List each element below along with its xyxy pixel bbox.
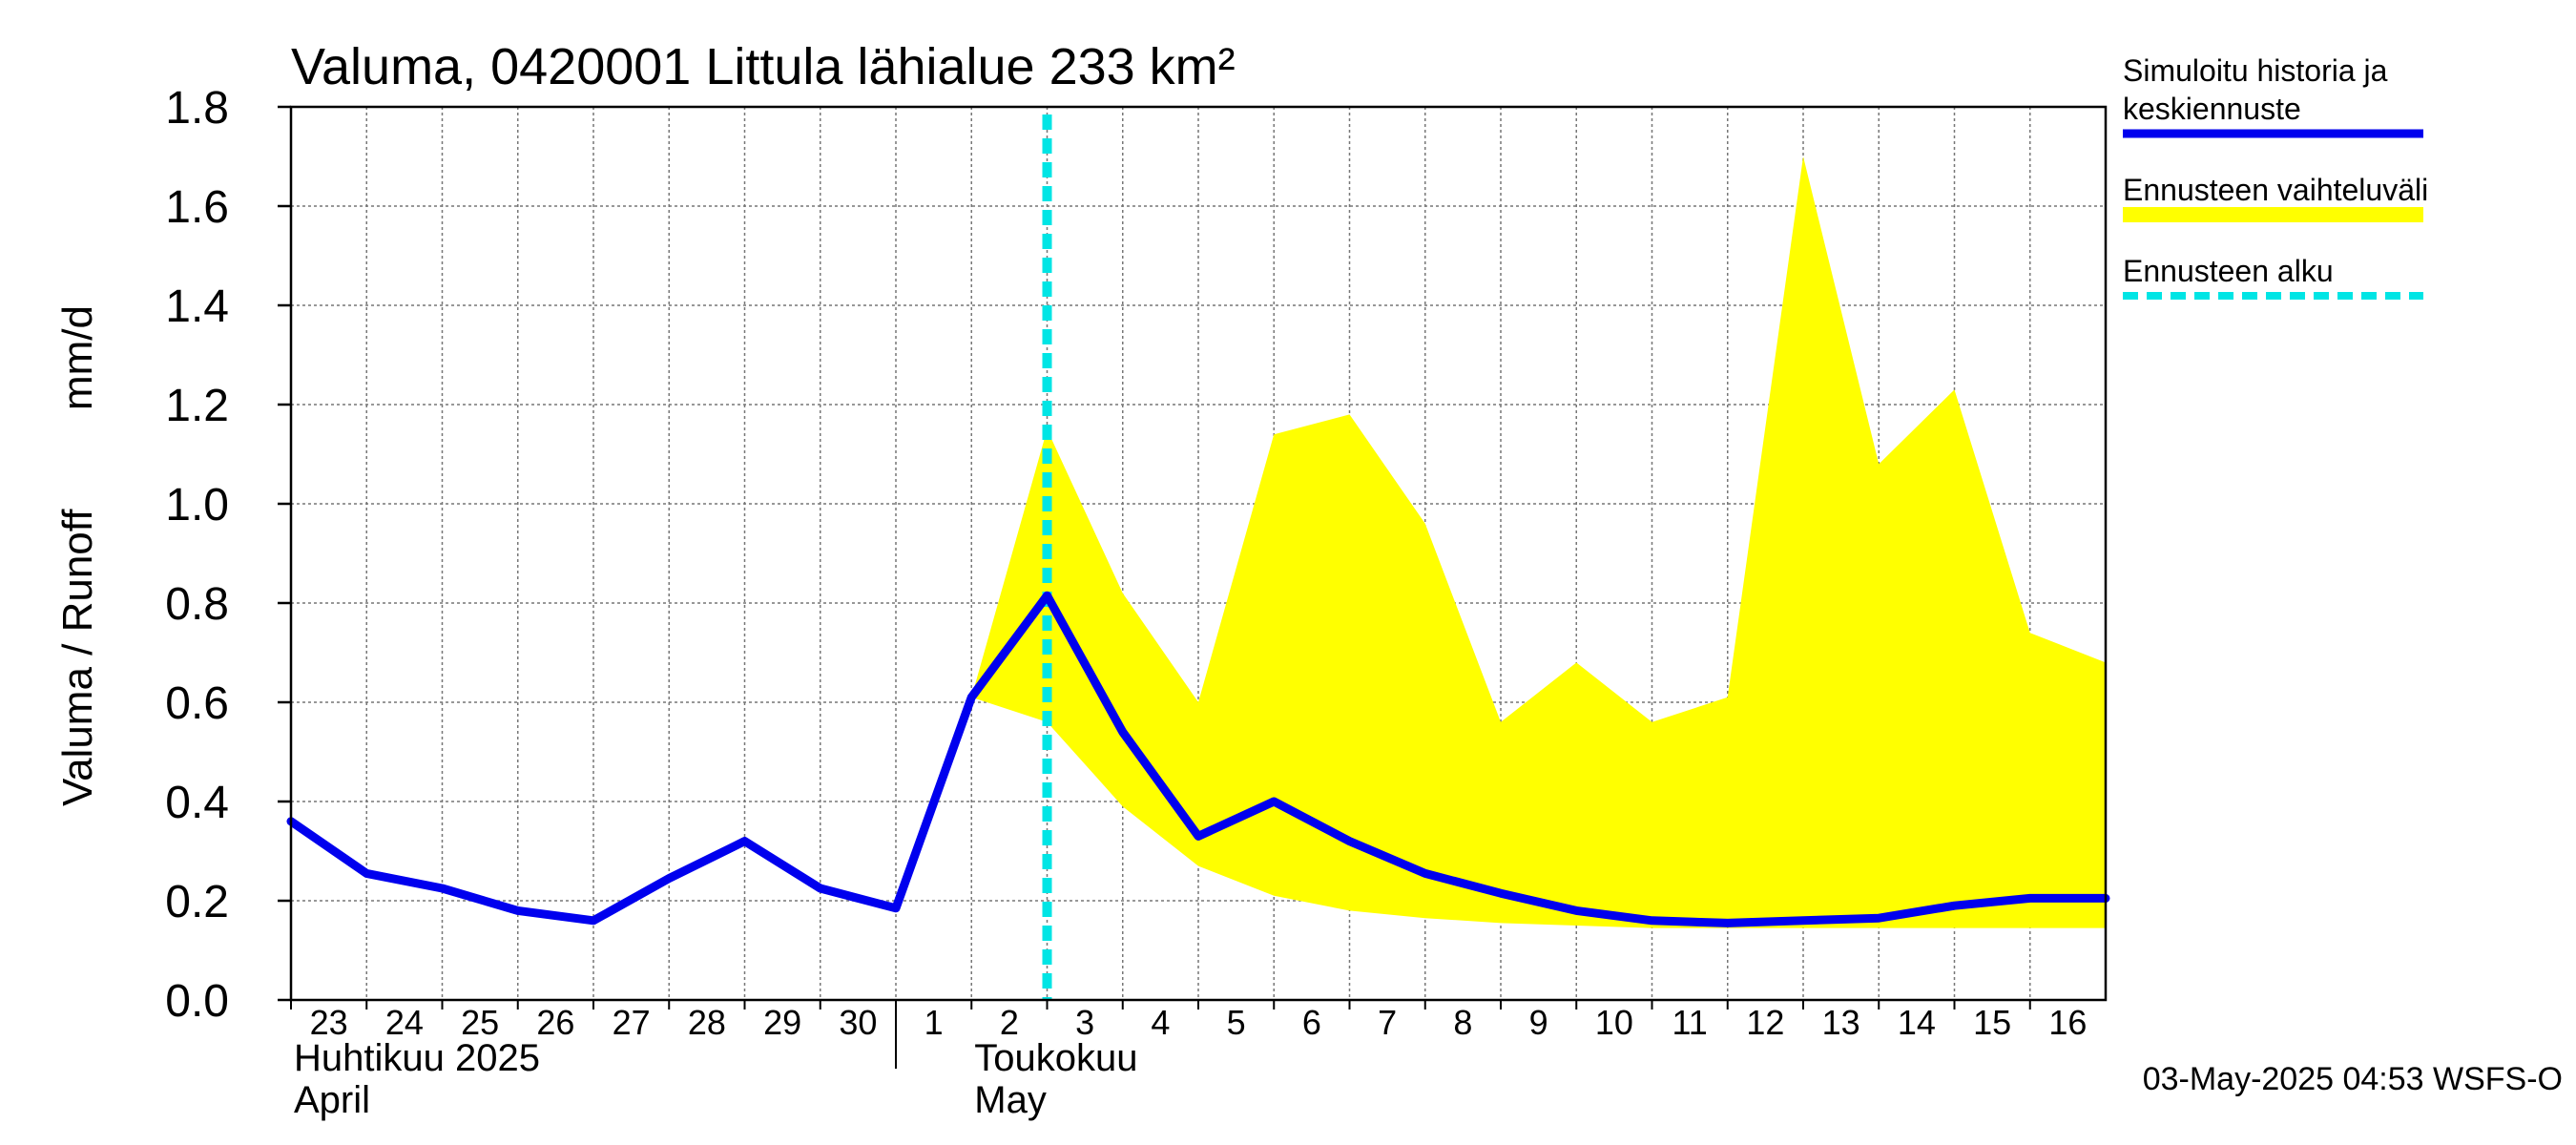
x-tick-label: 23 <box>310 1003 348 1042</box>
x-tick-label: 15 <box>1973 1003 2011 1042</box>
x-tick-label: 7 <box>1378 1003 1397 1042</box>
x-tick-label: 29 <box>763 1003 801 1042</box>
x-tick-label: 13 <box>1822 1003 1860 1042</box>
x-tick-label: 25 <box>461 1003 499 1042</box>
month-label-line1: Toukokuu <box>974 1037 1137 1079</box>
month-label-line2: May <box>974 1079 1047 1121</box>
y-tick-label: 0.2 <box>165 877 229 927</box>
y-tick-label: 1.2 <box>165 381 229 431</box>
y-axis-label: Valuma / Runoff <box>54 509 101 806</box>
legend-swatch-band <box>2123 207 2423 222</box>
x-tick-label: 5 <box>1227 1003 1246 1042</box>
legend-label: Ennusteen alku <box>2123 254 2334 288</box>
y-tick-label: 0.0 <box>165 976 229 1027</box>
x-tick-label: 27 <box>613 1003 651 1042</box>
legend-label: Ennusteen vaihteluväli <box>2123 173 2428 207</box>
x-tick-label: 2 <box>1000 1003 1019 1042</box>
footer-timestamp: 03-May-2025 04:53 WSFS-O <box>2143 1061 2563 1097</box>
x-tick-label: 10 <box>1595 1003 1633 1042</box>
x-tick-label: 6 <box>1302 1003 1321 1042</box>
legend: Simuloitu historia ja keskiennuste Ennuste… <box>2123 53 2428 300</box>
y-axis-unit: mm/d <box>54 305 101 410</box>
mean-series-line <box>286 591 2110 927</box>
y-tick-label: 1.6 <box>165 182 229 233</box>
x-tick-label: 8 <box>1453 1003 1472 1042</box>
x-tick-label: 1 <box>924 1003 944 1042</box>
x-tick-label: 4 <box>1151 1003 1170 1042</box>
chart-title: Valuma, 0420001 Littula lähialue 233 km² <box>291 38 1236 95</box>
y-axis-ticks: 0.0 0.2 0.4 0.6 0.8 1.0 1.2 1.4 1.6 1.8 <box>165 83 291 1027</box>
y-tick-label: 1.0 <box>165 480 229 531</box>
x-tick-label: 24 <box>385 1003 424 1042</box>
forecast-range-band <box>971 156 2106 928</box>
forecast-range-area <box>971 156 2106 928</box>
legend-label: keskiennuste <box>2123 92 2301 126</box>
x-tick-label: 28 <box>688 1003 726 1042</box>
y-tick-label: 0.6 <box>165 678 229 729</box>
series-line-mean <box>286 591 2110 927</box>
month-label-line2: April <box>294 1079 370 1121</box>
x-tick-label: 12 <box>1746 1003 1784 1042</box>
plot-area <box>286 105 2110 1002</box>
x-tick-label: 3 <box>1075 1003 1094 1042</box>
legend-label: Simuloitu historia ja <box>2123 53 2388 88</box>
x-tick-label: 9 <box>1529 1003 1548 1042</box>
y-tick-label: 0.4 <box>165 778 229 828</box>
month-label-line1: Huhtikuu 2025 <box>294 1037 540 1079</box>
x-tick-label: 16 <box>2048 1003 2087 1042</box>
y-tick-label: 1.4 <box>165 281 229 332</box>
x-axis-ticks: 23 24 25 26 27 28 29 30 1 2 3 4 5 6 7 8 9 10 11 12 13 14 15 16 <box>290 1000 2087 1069</box>
x-tick-label: 14 <box>1898 1003 1936 1042</box>
y-tick-label: 1.8 <box>165 83 229 134</box>
x-tick-label: 11 <box>1672 1003 1707 1042</box>
x-tick-label: 26 <box>536 1003 574 1042</box>
x-tick-label: 30 <box>839 1003 877 1042</box>
y-tick-label: 0.8 <box>165 579 229 630</box>
